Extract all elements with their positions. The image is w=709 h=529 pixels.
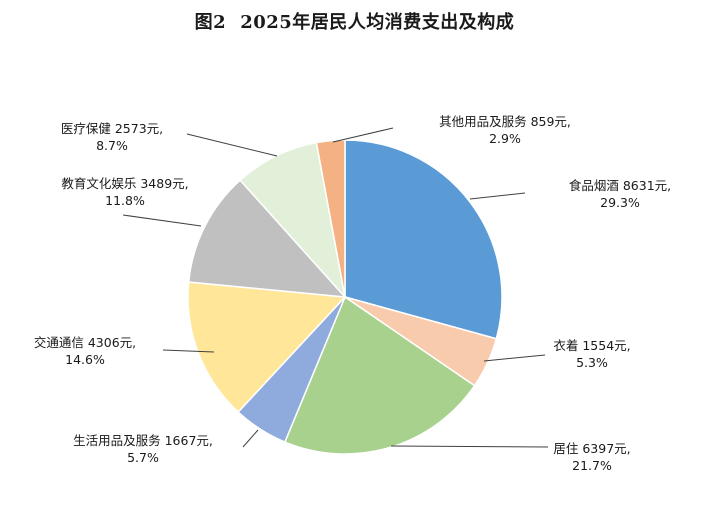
leader-line-2	[483, 354, 546, 362]
slice-label-6: 教育文化娱乐 3489元,	[61, 176, 188, 191]
slice-percent-6: 11.8%	[105, 193, 145, 208]
slice-percent-3: 21.7%	[572, 458, 612, 473]
leader-line-3	[390, 445, 549, 448]
slice-labels: 食品烟酒 8631元, 29.3% 衣着 1554元, 5.3% 居住 6397元, 21…	[34, 114, 671, 473]
pie-slice-6	[187, 179, 347, 298]
slice-percent-7: 8.7%	[96, 138, 128, 153]
slice-label-2: 衣着 1554元,	[553, 338, 630, 353]
figure-title: 2025年居民人均消费支出及构成	[240, 12, 515, 33]
figure-number: 图2	[194, 12, 227, 33]
leader-line-7	[186, 133, 278, 157]
leader-line-8	[332, 127, 394, 143]
slice-label-8: 其他用品及服务 859元,	[439, 114, 571, 129]
leader-line-4	[242, 429, 259, 448]
slice-label-1: 食品烟酒 8631元,	[569, 178, 671, 193]
slice-percent-2: 5.3%	[576, 355, 608, 370]
slice-label-7: 医疗保健 2573元,	[61, 121, 163, 136]
pie-slices	[187, 139, 503, 455]
pie-slice-1	[344, 139, 503, 340]
slice-label-3: 居住 6397元,	[553, 441, 630, 456]
pie-slice-8	[315, 139, 346, 298]
pie-slice-3	[283, 295, 476, 455]
leader-line-6	[122, 214, 202, 227]
slice-percent-8: 2.9%	[489, 131, 521, 146]
leader-lines	[122, 127, 549, 448]
slice-label-4: 生活用品及服务 1667元,	[73, 433, 213, 448]
slice-label-5: 交通通信 4306元,	[34, 335, 136, 350]
pie-slice-5	[187, 281, 347, 414]
chart-title: 图2 2025年居民人均消费支出及构成	[0, 8, 709, 34]
slice-percent-4: 5.7%	[127, 450, 159, 465]
leader-line-1	[469, 192, 526, 200]
slice-percent-5: 14.6%	[65, 352, 105, 367]
slice-percent-1: 29.3%	[600, 195, 640, 210]
leader-line-5	[162, 349, 215, 353]
